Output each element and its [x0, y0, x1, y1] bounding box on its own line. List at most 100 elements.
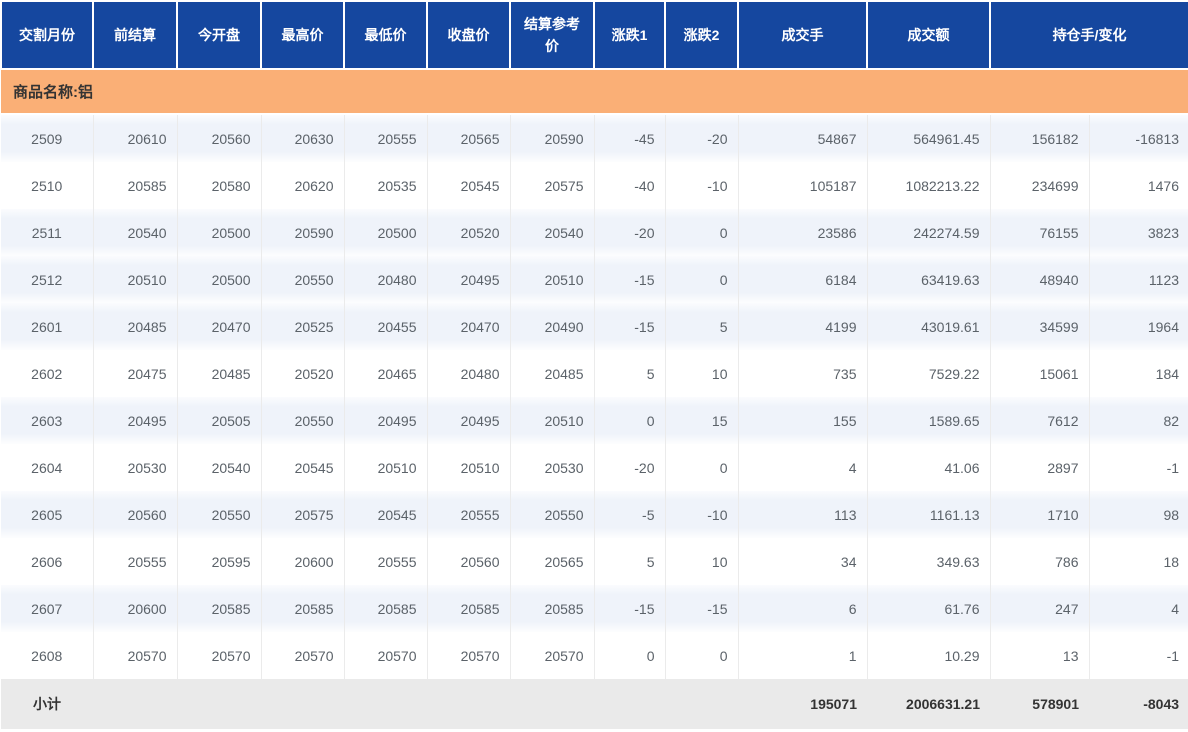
cell-low: 20535 — [344, 162, 428, 209]
subtotal-row: 小计 195071 2006631.21 578901 -8043 — [1, 679, 1188, 729]
cell-settle-ref: 20485 — [510, 350, 595, 397]
cell-low: 20555 — [344, 538, 428, 585]
cell-settle-ref: 20510 — [510, 256, 595, 303]
subtotal-empty — [665, 679, 738, 729]
cell-change2: 0 — [665, 209, 739, 256]
cell-low: 20455 — [344, 303, 428, 350]
cell-change1: -5 — [594, 491, 666, 538]
cell-change2: -10 — [665, 162, 739, 209]
product-name-row: 商品名称:铝 — [1, 69, 1188, 115]
table-row: 2602 20475 20485 20520 20465 20480 20485 5 10 735… — [1, 350, 1188, 397]
cell-close: 20585 — [427, 585, 511, 632]
cell-open: 20500 — [177, 256, 262, 303]
col-header-low: 最低价 — [343, 0, 428, 70]
cell-settle-ref: 20540 — [510, 209, 595, 256]
subtotal-open-interest: 578901 — [990, 679, 1089, 729]
cell-close: 20545 — [427, 162, 511, 209]
cell-high: 20520 — [261, 350, 345, 397]
cell-volume: 6184 — [738, 256, 868, 303]
cell-open-interest: 247 — [990, 585, 1090, 632]
cell-close: 20470 — [427, 303, 511, 350]
cell-high: 20525 — [261, 303, 345, 350]
cell-low: 20510 — [344, 444, 428, 491]
cell-turnover: 1082213.22 — [867, 162, 991, 209]
cell-settle-ref: 20570 — [510, 632, 595, 679]
product-name-label: 商品名称:铝 — [1, 69, 1188, 115]
cell-high: 20620 — [261, 162, 345, 209]
table-row: 2607 20600 20585 20585 20585 20585 20585 -15 -15… — [1, 585, 1188, 632]
cell-prev-settle: 20555 — [93, 538, 178, 585]
cell-volume: 113 — [738, 491, 868, 538]
subtotal-volume: 195071 — [738, 679, 867, 729]
cell-change2: 0 — [665, 444, 739, 491]
table-row: 2512 20510 20500 20550 20480 20495 20510 -15 0 61… — [1, 256, 1188, 303]
table-row: 2604 20530 20540 20545 20510 20510 20530 -20 0 4 4… — [1, 444, 1188, 491]
cell-month: 2605 — [1, 491, 94, 538]
cell-volume: 23586 — [738, 209, 868, 256]
cell-change2: 10 — [665, 538, 739, 585]
cell-open: 20500 — [177, 209, 262, 256]
cell-open-interest: 15061 — [990, 350, 1090, 397]
cell-prev-settle: 20475 — [93, 350, 178, 397]
col-header-high: 最高价 — [260, 0, 345, 70]
cell-month: 2510 — [1, 162, 94, 209]
cell-prev-settle: 20570 — [93, 632, 178, 679]
subtotal-label: 小计 — [1, 679, 93, 729]
subtotal-empty — [427, 679, 510, 729]
cell-month: 2602 — [1, 350, 94, 397]
cell-change2: -10 — [665, 491, 739, 538]
cell-turnover: 1161.13 — [867, 491, 991, 538]
cell-prev-settle: 20485 — [93, 303, 178, 350]
cell-low: 20585 — [344, 585, 428, 632]
cell-turnover: 349.63 — [867, 538, 991, 585]
cell-volume: 4199 — [738, 303, 868, 350]
cell-turnover: 1589.65 — [867, 397, 991, 444]
col-header-change2: 涨跌2 — [664, 0, 739, 70]
cell-low: 20545 — [344, 491, 428, 538]
cell-volume: 1 — [738, 632, 868, 679]
cell-oi-change: -1 — [1089, 632, 1188, 679]
cell-change2: 0 — [665, 256, 739, 303]
cell-prev-settle: 20510 — [93, 256, 178, 303]
cell-high: 20570 — [261, 632, 345, 679]
cell-settle-ref: 20575 — [510, 162, 595, 209]
cell-low: 20480 — [344, 256, 428, 303]
col-header-open: 今开盘 — [176, 0, 262, 70]
col-header-turnover: 成交额 — [866, 0, 991, 70]
cell-month: 2606 — [1, 538, 94, 585]
cell-turnover: 10.29 — [867, 632, 991, 679]
cell-open-interest: 13 — [990, 632, 1090, 679]
cell-volume: 155 — [738, 397, 868, 444]
table-header: 交割月份 前结算 今开盘 最高价 最低价 收盘价 结算参考价 涨跌1 涨跌2 成… — [0, 0, 1188, 70]
cell-open-interest: 7612 — [990, 397, 1090, 444]
cell-high: 20575 — [261, 491, 345, 538]
cell-high: 20550 — [261, 397, 345, 444]
col-header-open-interest-change: 持仓手/变化 — [988, 0, 1188, 70]
cell-high: 20590 — [261, 209, 345, 256]
cell-change1: 0 — [594, 397, 666, 444]
cell-settle-ref: 20590 — [510, 114, 595, 162]
cell-change1: -15 — [594, 256, 666, 303]
cell-open-interest: 234699 — [990, 162, 1090, 209]
cell-low: 20495 — [344, 397, 428, 444]
cell-settle-ref: 20565 — [510, 538, 595, 585]
cell-change1: -20 — [594, 209, 666, 256]
cell-change1: 0 — [594, 632, 666, 679]
cell-change2: -15 — [665, 585, 739, 632]
cell-month: 2509 — [1, 114, 94, 162]
table-row: 2509 20610 20560 20630 20555 20565 20590 -45 -20… — [1, 114, 1188, 162]
cell-prev-settle: 20560 — [93, 491, 178, 538]
cell-open-interest: 786 — [990, 538, 1090, 585]
col-header-prev-settle: 前结算 — [92, 0, 178, 70]
cell-month: 2604 — [1, 444, 94, 491]
cell-open: 20570 — [177, 632, 262, 679]
cell-oi-change: 1123 — [1089, 256, 1188, 303]
cell-settle-ref: 20490 — [510, 303, 595, 350]
cell-close: 20495 — [427, 256, 511, 303]
cell-turnover: 564961.45 — [867, 114, 991, 162]
cell-change1: -40 — [594, 162, 666, 209]
cell-change1: -20 — [594, 444, 666, 491]
cell-prev-settle: 20495 — [93, 397, 178, 444]
cell-oi-change: 3823 — [1089, 209, 1188, 256]
cell-turnover: 63419.63 — [867, 256, 991, 303]
